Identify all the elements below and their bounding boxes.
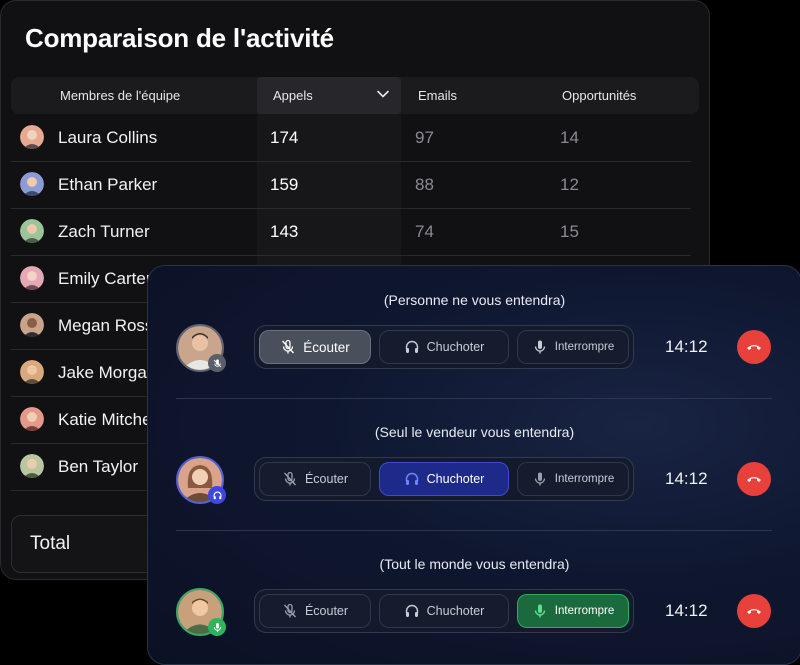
call-timer: 14:12 <box>665 337 708 356</box>
member-name: Laura Collins <box>58 128 158 147</box>
opportunities-value: 12 <box>560 175 579 194</box>
column-header-member[interactable]: Membres de l'équipe <box>60 88 181 103</box>
hang-up-button[interactable] <box>737 330 771 364</box>
headphones-icon <box>405 472 418 485</box>
column-header-calls-label: Appels <box>273 88 313 103</box>
listen-button-label: Écouter <box>304 472 349 486</box>
calls-value: 159 <box>270 175 299 194</box>
page-title: Comparaison de l'activité <box>25 23 334 53</box>
member-name: Katie Mitche <box>58 410 152 429</box>
whisper-button-label: Chuchoter <box>426 604 485 618</box>
whisper-button-label: Chuchoter <box>426 340 485 354</box>
headphones-icon <box>208 486 226 504</box>
opportunities-value: 15 <box>560 222 579 241</box>
whisper-button[interactable]: Chuchoter <box>379 594 509 628</box>
avatar <box>20 125 44 149</box>
phone-hangup-icon <box>747 477 761 482</box>
barge-button-label: Interrompre <box>554 605 615 617</box>
hang-up-button[interactable] <box>737 462 771 496</box>
emails-value: 88 <box>415 175 434 194</box>
hang-up-button[interactable] <box>737 594 771 628</box>
monitor-mode-selector: Écouter Chuchoter Interrompre <box>254 325 634 369</box>
total-label: Total <box>30 533 71 554</box>
opportunities-value: 14 <box>560 128 579 147</box>
barge-button[interactable]: Interrompre <box>517 330 629 364</box>
mic-off-icon <box>208 354 226 372</box>
avatar <box>20 454 44 478</box>
call-row-whisper: (Seul le vendeur vous entendra) Écouter … <box>148 398 800 531</box>
column-header-opportunities[interactable]: Opportunités <box>562 88 637 103</box>
mic-off-icon <box>282 339 295 354</box>
divider <box>176 398 772 399</box>
mic-off-icon <box>283 471 296 486</box>
column-header-emails[interactable]: Emails <box>418 88 458 103</box>
call-row-barge: (Tout le monde vous entendra) Écouter Ch… <box>148 530 800 662</box>
barge-button-label: Interrompre <box>554 473 615 485</box>
member-name: Megan Ross <box>58 316 154 335</box>
whisper-hint: (Seul le vendeur vous entendra) <box>374 424 575 440</box>
mic-icon <box>534 604 545 618</box>
avatar <box>20 172 44 196</box>
barge-button[interactable]: Interrompre <box>517 462 629 496</box>
mic-icon <box>534 472 545 486</box>
avatar <box>20 407 44 431</box>
divider <box>176 530 772 531</box>
member-name: Ethan Parker <box>58 175 158 194</box>
avatar <box>20 313 44 337</box>
member-name: Zach Turner <box>58 222 150 241</box>
calls-value: 174 <box>270 128 299 147</box>
call-timer: 14:12 <box>665 601 708 620</box>
member-name: Jake Morga <box>58 363 147 382</box>
emails-value: 74 <box>415 222 434 241</box>
avatar <box>20 360 44 384</box>
member-name: Emily Carter <box>58 269 152 288</box>
headphones-icon <box>405 340 418 353</box>
barge-button[interactable]: Interrompre <box>517 594 629 628</box>
headphones-icon <box>405 604 418 617</box>
listen-button-label: Écouter <box>304 604 349 618</box>
table-row[interactable]: Zach Turner 143 74 15 <box>11 208 691 256</box>
member-name: Ben Taylor <box>58 457 139 476</box>
mic-off-icon <box>283 603 296 618</box>
call-row-listen: (Personne ne vous entendra) Écouter Chuc… <box>148 266 800 399</box>
listen-button-label: Écouter <box>303 339 350 355</box>
avatar <box>20 219 44 243</box>
listen-button[interactable]: Écouter <box>259 462 371 496</box>
call-monitor-panel: (Personne ne vous entendra) Écouter Chuc… <box>147 265 800 665</box>
mic-icon <box>208 618 226 636</box>
monitor-mode-selector: Écouter Chuchoter Interrompre <box>254 457 634 501</box>
barge-hint: (Tout le monde vous entendra) <box>379 556 570 572</box>
table-header: Membres de l'équipe Appels Emails Opport… <box>11 77 699 114</box>
whisper-button-label: Chuchoter <box>426 472 485 486</box>
table-row[interactable]: Laura Collins 174 97 14 <box>11 114 691 162</box>
barge-button-label: Interrompre <box>554 341 615 353</box>
whisper-button[interactable]: Chuchoter <box>379 330 509 364</box>
whisper-button[interactable]: Chuchoter <box>379 462 509 496</box>
mic-icon <box>534 340 545 354</box>
column-header-calls[interactable]: Appels <box>257 77 401 114</box>
chevron-down-icon <box>377 90 389 98</box>
table-row[interactable]: Ethan Parker 159 88 12 <box>11 161 691 209</box>
monitor-mode-selector: Écouter Chuchoter Interrompre <box>254 589 634 633</box>
listen-button[interactable]: Écouter <box>259 330 371 364</box>
listen-hint: (Personne ne vous entendra) <box>383 292 566 308</box>
phone-hangup-icon <box>747 345 761 350</box>
listen-button[interactable]: Écouter <box>259 594 371 628</box>
call-timer: 14:12 <box>665 469 708 488</box>
phone-hangup-icon <box>747 609 761 614</box>
emails-value: 97 <box>415 128 434 147</box>
avatar <box>20 266 44 290</box>
calls-value: 143 <box>270 222 299 241</box>
